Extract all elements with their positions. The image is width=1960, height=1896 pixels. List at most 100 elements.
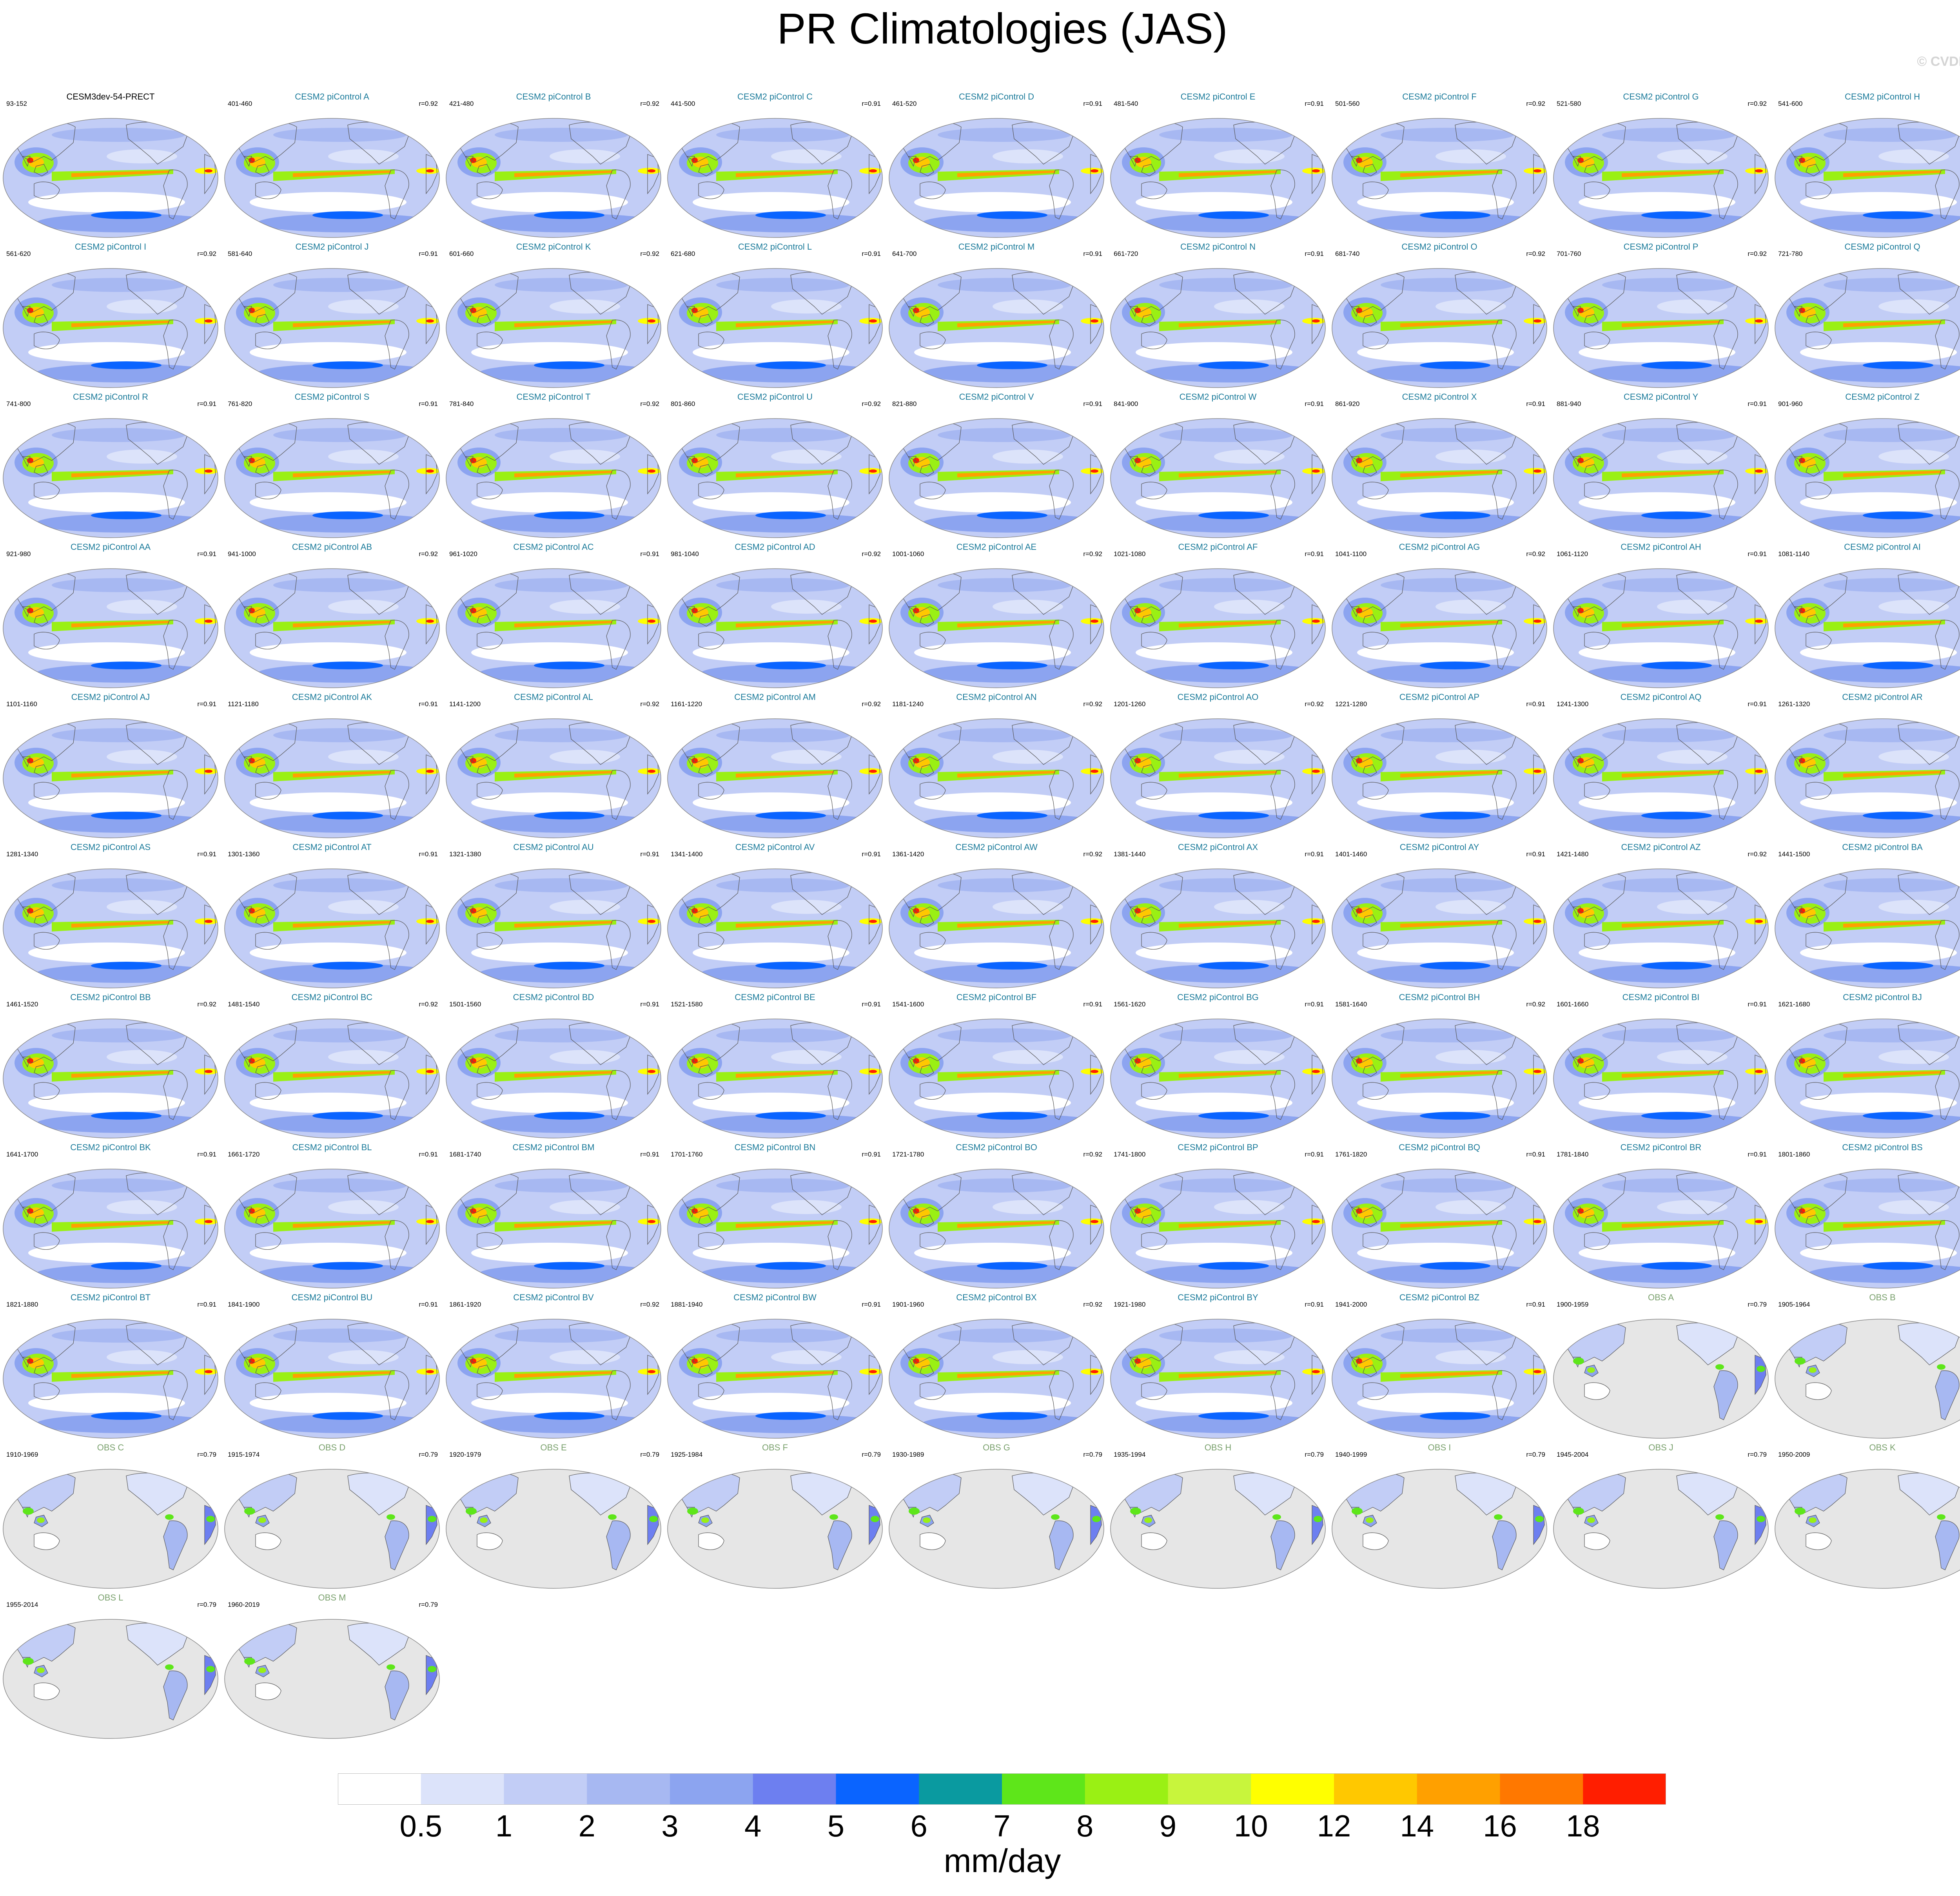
storm-track-north (1824, 1028, 1957, 1042)
dry-zone-north (1878, 900, 1949, 914)
dry-zone-north (550, 1350, 620, 1364)
coastline-samerica (1492, 770, 1517, 820)
atlantic-itcz-max (869, 770, 877, 773)
dry-zone-south (28, 192, 185, 212)
map-panel: CESM2 piControl AY 1401-1460 r=0.91 (1330, 841, 1548, 993)
storm-track-north (1381, 128, 1514, 142)
coastline-india (465, 306, 474, 317)
storm-track-core (1641, 1262, 1712, 1270)
coastline-seasia (34, 1365, 48, 1377)
map-border (3, 568, 218, 688)
coastline-india (465, 1207, 474, 1218)
map-field (1553, 1319, 1768, 1438)
coastline-australia (1584, 181, 1610, 199)
panel-correlation: r=0.92 (419, 550, 438, 558)
dry-zone-south (1357, 792, 1514, 813)
panel-title: OBS K (1869, 1443, 1896, 1452)
storm-track-core (534, 812, 604, 819)
panel-correlation: r=0.79 (1305, 1451, 1324, 1458)
coastline-australia (1584, 1232, 1610, 1250)
panel-title: CESM2 piControl P (1623, 242, 1699, 252)
coastline-samerica (606, 920, 631, 970)
coastline-india (243, 1057, 252, 1068)
dry-zone-north (107, 299, 177, 314)
coastline-australia (698, 632, 724, 649)
coastline-india (1351, 1357, 1359, 1368)
map-panel: CESM2 piControl AH 1061-1120 r=0.91 (1552, 541, 1770, 693)
panel-years: 501-560 (1335, 100, 1360, 107)
storm-track-north (495, 278, 628, 292)
coastline-samerica (163, 920, 188, 970)
panel-title: OBS M (318, 1593, 346, 1602)
coastline-samerica (1270, 920, 1295, 970)
panel-years: 581-640 (228, 250, 252, 257)
storm-track-north (716, 428, 849, 442)
panel-correlation: r=0.91 (419, 250, 438, 257)
map-graphic (889, 268, 1104, 388)
itcz-core (1179, 1071, 1277, 1078)
panel-correlation: r=0.91 (862, 1001, 881, 1008)
land-samerica (385, 1670, 409, 1720)
coastline-india (686, 906, 695, 917)
itcz-core (1179, 1371, 1277, 1378)
map-border (446, 568, 661, 688)
panel-years: 1900-1959 (1557, 1301, 1589, 1308)
itcz-core (1179, 771, 1277, 778)
panel-years: 1861-1920 (449, 1301, 481, 1308)
map-field (225, 719, 439, 838)
map-graphic (1775, 118, 1960, 238)
panel-years: 401-460 (228, 100, 252, 107)
itcz-core (514, 621, 612, 627)
coastline-seasia (34, 164, 48, 176)
atlantic-itcz-max (869, 1070, 877, 1073)
map-border (667, 718, 883, 838)
coastline-samerica (1492, 1070, 1517, 1120)
coastline-india (908, 1057, 916, 1068)
map-field (1332, 569, 1547, 688)
map-panel: CESM2 piControl F 501-560 r=0.92 (1330, 91, 1548, 243)
coastline-india (1129, 1357, 1138, 1368)
itcz-core (1843, 471, 1941, 477)
coastline-india (1351, 306, 1359, 317)
map-border (1332, 718, 1547, 838)
map-border (446, 1169, 661, 1289)
storm-track-north (938, 1329, 1071, 1343)
storm-track-north (52, 128, 185, 142)
panel-title: CESM2 piControl BF (956, 992, 1037, 1002)
atlantic-itcz-max (1534, 169, 1541, 172)
map-graphic (1332, 1469, 1547, 1589)
storm-track-core (755, 1262, 826, 1270)
map-graphic (667, 1019, 883, 1138)
coastline-australia (920, 332, 946, 349)
map-graphic (889, 1319, 1104, 1439)
panel-correlation: r=0.92 (1526, 550, 1545, 558)
precip-max-india (1573, 1358, 1584, 1365)
panel-correlation: r=0.91 (197, 550, 216, 558)
map-panel: CESM2 piControl BE 1521-1580 r=0.91 (666, 992, 884, 1144)
dry-zone-north (1436, 1200, 1506, 1214)
map-panel: CESM2 piControl G 521-580 r=0.92 (1552, 91, 1770, 243)
panel-correlation: r=0.92 (862, 700, 881, 708)
panel-title: CESM2 piControl AD (735, 542, 815, 552)
panel-correlation: r=0.79 (197, 1451, 216, 1458)
map-graphic (1775, 1019, 1960, 1138)
atlantic-itcz-max (1755, 920, 1763, 923)
itcz-core (71, 471, 169, 477)
map-border (1110, 1019, 1326, 1138)
panel-years: 861-920 (1335, 400, 1360, 408)
map-field (668, 268, 882, 388)
storm-track-north (1159, 1178, 1292, 1193)
dry-zone-south (1136, 1093, 1292, 1113)
map-border (1332, 568, 1547, 688)
dry-zone-south (1579, 642, 1735, 663)
itcz-core (514, 921, 612, 928)
itcz-core (957, 1071, 1055, 1078)
map-border (3, 1319, 218, 1439)
coastline-samerica (385, 319, 409, 370)
coastline-seasia (477, 164, 491, 176)
panel-title: CESM2 piControl J (295, 242, 369, 252)
coastline-seasia (1806, 764, 1820, 777)
map-graphic (667, 568, 883, 688)
storm-track-core (534, 511, 604, 519)
